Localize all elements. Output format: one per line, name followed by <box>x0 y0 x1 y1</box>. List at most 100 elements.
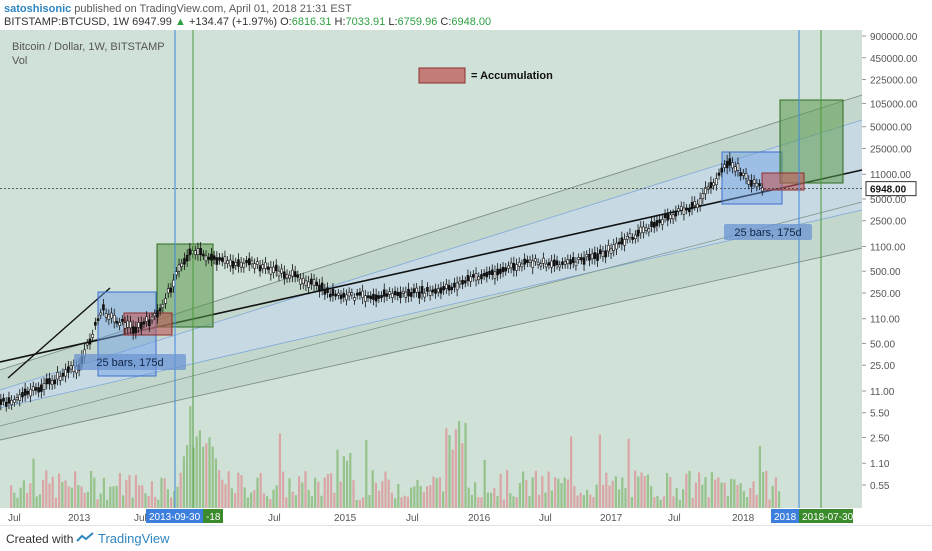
candle-body <box>96 318 100 321</box>
volume-bar <box>90 470 93 508</box>
candle-body <box>234 261 238 266</box>
bars-label-2013: 25 bars, 175d <box>96 357 163 369</box>
volume-bar <box>83 492 86 508</box>
candle-body <box>636 229 640 237</box>
price-chart[interactable]: 25 bars, 175d 25 bars, 175d 900000.00 4500… <box>0 30 932 525</box>
last-price-tag: 6948.00 <box>870 185 907 196</box>
x-tag-2018: 2018 <box>774 512 797 523</box>
y-tick-label: 11.00 <box>870 387 895 398</box>
candle-body <box>48 378 51 385</box>
candle-body <box>542 257 545 264</box>
candle-body <box>323 289 327 295</box>
candle-body <box>374 294 378 302</box>
candle-body <box>563 261 567 265</box>
candle-body <box>679 206 683 211</box>
candle-body <box>307 281 310 288</box>
candle-body <box>310 278 313 285</box>
volume-bar <box>483 459 486 508</box>
volume-bar <box>518 483 521 508</box>
high-label: H: <box>334 16 346 28</box>
volume-bar <box>563 477 566 508</box>
volume-bar <box>320 495 323 508</box>
candle-body <box>196 248 200 255</box>
volume-bar <box>397 484 400 508</box>
volume-bar <box>189 406 192 508</box>
volume-bar <box>333 492 336 508</box>
volume-bar <box>490 492 493 508</box>
volume-bar <box>614 476 617 508</box>
volume-bar <box>352 480 355 508</box>
candle-body <box>639 226 643 234</box>
high-value: 7033.91 <box>345 16 386 28</box>
candle-body <box>574 261 578 267</box>
volume-bar <box>390 492 393 508</box>
candle-body <box>663 213 667 219</box>
low-value: 6759.96 <box>397 16 438 28</box>
y-tick-label: 5000.00 <box>870 195 907 206</box>
candle-body <box>212 255 216 260</box>
volume-bar <box>262 493 265 508</box>
volume-bar <box>48 483 51 508</box>
candle-body <box>347 291 351 297</box>
x-tag-2018-07-30: 2018-07-30 <box>802 512 854 523</box>
volume-bar <box>736 484 739 508</box>
candle-body <box>742 172 745 176</box>
volume-bar <box>237 472 240 508</box>
volume-bar <box>726 495 729 508</box>
blue-upper-line <box>0 119 863 391</box>
candle-body <box>758 183 761 187</box>
y-tick-label: 2500.00 <box>870 217 907 228</box>
volume-bar <box>704 477 707 508</box>
volume-bar <box>51 476 54 508</box>
candle-body <box>482 272 486 277</box>
candle-body <box>499 268 502 274</box>
candle-body <box>463 280 467 284</box>
candle-body <box>264 262 267 269</box>
volume-bar <box>685 473 688 508</box>
candle-body <box>461 279 464 285</box>
candle-body <box>655 220 659 227</box>
volume-bar <box>624 488 627 508</box>
volume-bar <box>618 489 621 508</box>
volume-bar <box>275 485 278 508</box>
volume-bar <box>349 452 352 508</box>
candle-body <box>123 322 127 329</box>
accumulation-legend-swatch <box>418 67 466 84</box>
tradingview-brand[interactable]: TradingView <box>98 531 170 546</box>
volume-bar <box>298 476 301 508</box>
volume-bar <box>522 471 525 508</box>
candle-body <box>661 219 664 225</box>
candle-body <box>67 366 70 373</box>
candle-body <box>434 288 437 294</box>
volume-bar <box>554 477 557 508</box>
volume-bar <box>99 493 102 508</box>
author-name[interactable]: satoshisonic <box>4 3 72 15</box>
candle-body <box>210 253 213 261</box>
candle-body <box>320 282 324 290</box>
candle-body <box>334 293 337 297</box>
candle-body <box>590 253 594 260</box>
volume-bar <box>544 492 547 508</box>
volume-bar <box>570 436 573 508</box>
volume-bar <box>531 477 534 508</box>
candle-body <box>420 286 424 294</box>
chart-area[interactable]: 25 bars, 175d 25 bars, 175d 900000.00 4500… <box>0 30 932 525</box>
volume-bar <box>125 480 128 508</box>
volume-bar <box>589 494 592 508</box>
volume-bar <box>774 477 777 508</box>
volume-bar <box>294 495 297 508</box>
candle-body <box>94 321 97 326</box>
candle-body <box>91 334 94 338</box>
up-arrow-icon: ▲ <box>174 16 186 28</box>
volume-bar <box>304 471 307 508</box>
candle-body <box>107 314 111 320</box>
candle-body <box>658 219 661 224</box>
volume-bar <box>163 478 166 508</box>
candle-body <box>364 295 367 302</box>
candle-body <box>350 292 354 296</box>
volume-bar <box>723 482 726 508</box>
candle-body <box>544 263 548 268</box>
candle-body <box>409 292 413 297</box>
volume-bar <box>669 477 672 508</box>
close-label: C: <box>440 16 452 28</box>
